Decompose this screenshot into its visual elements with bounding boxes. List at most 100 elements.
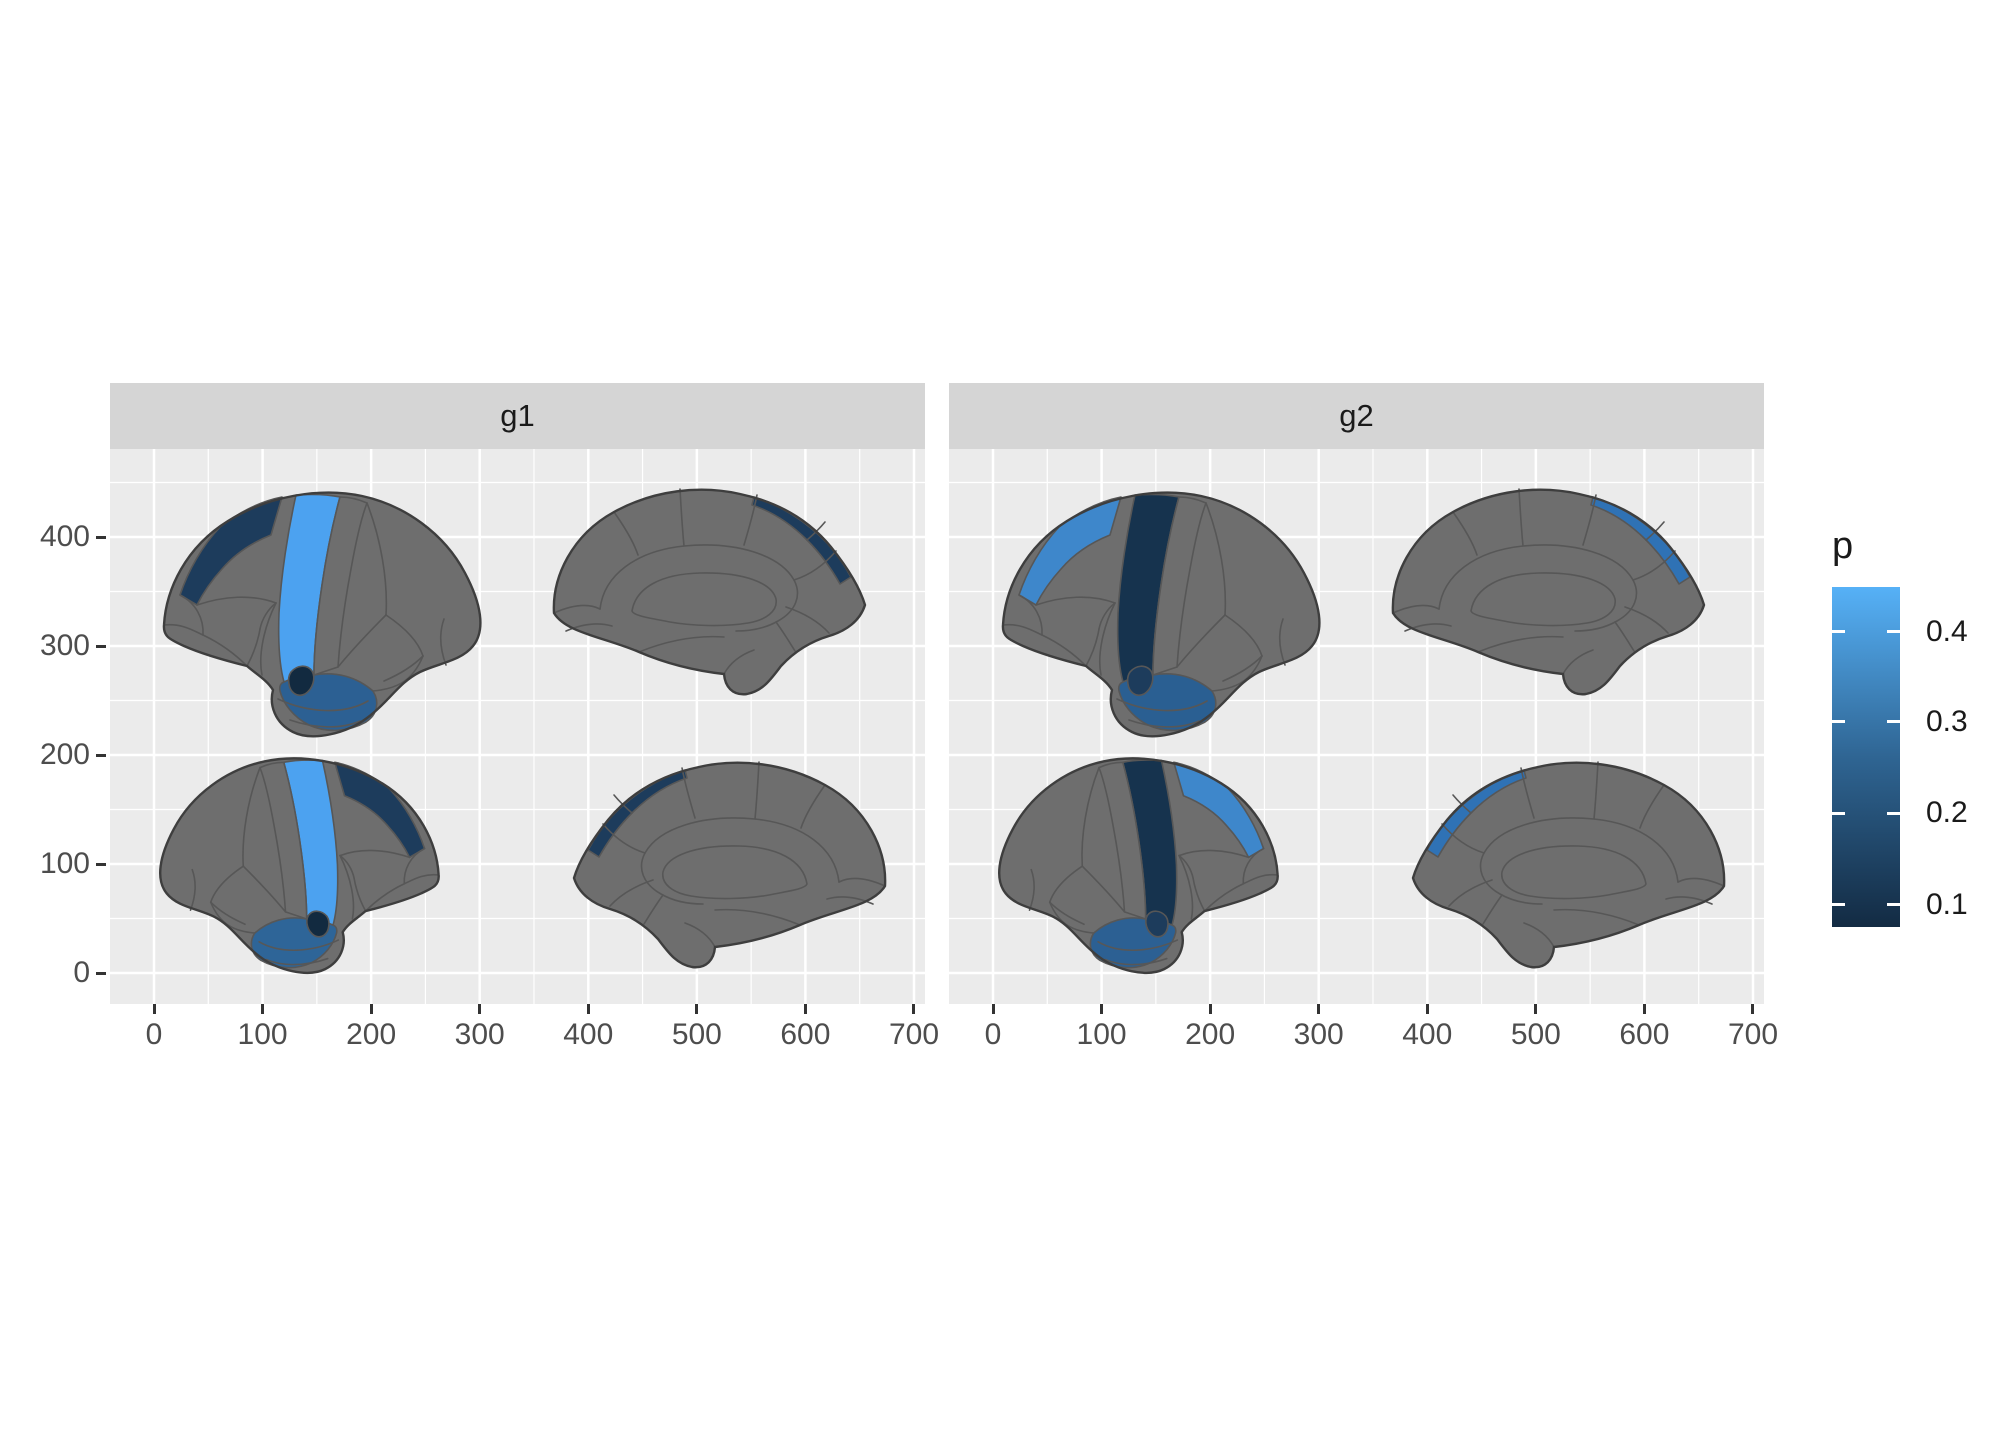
brain-sulcus-line [1082, 866, 1124, 912]
brain-right-lateral [160, 758, 439, 972]
brain-sulcus-line [1100, 603, 1115, 675]
brain-sulcus-line [794, 551, 836, 580]
brain-sulcus-line [755, 762, 759, 819]
x-tick-mark [803, 1004, 807, 1014]
brain-region-insula_spot [307, 911, 329, 937]
brain-sulcus-line [386, 615, 423, 656]
brain-sulcus-line [614, 512, 638, 555]
brain-sulcus-line [197, 597, 276, 605]
y-tick-mark [96, 971, 106, 975]
brain-region-insula_spot [1146, 911, 1168, 937]
brain-sulcus-line [384, 656, 423, 681]
x-tick-mark [152, 1004, 156, 1014]
x-tick-mark [1642, 1004, 1646, 1014]
x-tick-mark [991, 1004, 995, 1014]
brain-outline [164, 493, 480, 737]
legend-tick-mark [1832, 903, 1845, 907]
brain-sulcus-line [404, 875, 438, 884]
x-tick-mark [369, 1004, 373, 1014]
brain-sulcus-line [203, 635, 247, 666]
brain-sulcus-line [366, 884, 405, 911]
brain-left-lateral [1003, 493, 1319, 737]
x-tick-mark [478, 1004, 482, 1014]
brain-sulcus-line [1678, 879, 1724, 886]
brain-sulcus-line [827, 897, 873, 904]
brain-sulcus-line [1405, 624, 1451, 631]
brain-sulcus-line [338, 615, 386, 667]
brain-sulcus-line [190, 870, 195, 910]
x-tick-label: 0 [145, 1018, 163, 1051]
brain-region-corner_patch [180, 497, 282, 605]
legend-colorbar [1832, 587, 1900, 927]
brain-sulcus-line [1099, 603, 1115, 629]
brain-sulcus-line [1640, 785, 1664, 828]
brain-sulcus-line [1129, 720, 1199, 727]
brain-outline [999, 758, 1278, 972]
x-tick-label: 500 [1510, 1018, 1561, 1051]
brain-sulcus-line [1554, 910, 1639, 925]
x-tick-label: 300 [454, 1018, 505, 1051]
brain-sulcus-line [1179, 856, 1193, 879]
brain-sulcus-line [441, 619, 446, 665]
brain-sulcus-line [1563, 650, 1593, 674]
x-tick-mark [912, 1004, 916, 1014]
brain-left-lateral [164, 493, 480, 737]
brain-sulcus-line [1117, 699, 1207, 711]
x-tick-mark [695, 1004, 699, 1014]
legend-tick-mark [1832, 630, 1845, 634]
brain-outline [1393, 490, 1704, 695]
brain-sulcus-line [1666, 897, 1712, 904]
legend-tick-mark [1887, 720, 1900, 724]
brain-sulcus-line [1179, 850, 1249, 857]
brain-sulcus-line [266, 959, 328, 965]
brain-sulcus-line [1193, 878, 1204, 911]
brain-outline [160, 758, 439, 972]
brain-sulcus-line [600, 545, 797, 631]
brain-right-lateral [999, 758, 1278, 972]
x-tick-label: 300 [1293, 1018, 1344, 1051]
facet-strip-g1-label: g1 [500, 398, 535, 433]
y-tick-mark [96, 862, 106, 866]
facet-strip-g2-label: g2 [1339, 398, 1374, 433]
legend-tick-mark [1887, 811, 1900, 815]
brain-sulcus-line [243, 768, 260, 867]
brain-sulcus-line [776, 622, 795, 651]
brain-sulcus-line [260, 603, 276, 629]
x-tick-mark [1751, 1004, 1755, 1014]
brain-sulcus-line [164, 625, 203, 635]
y-tick-label: 300 [39, 629, 90, 662]
brain-sulcus-line [839, 879, 885, 886]
legend-tick-label: 0.3 [1926, 704, 1968, 738]
brain-sulcus-line [1050, 902, 1094, 933]
legend-tick-mark [1832, 811, 1845, 815]
x-tick-label: 700 [1727, 1018, 1779, 1051]
brain-sulcus-line [1177, 615, 1225, 667]
brain-sulcus-line [1050, 902, 1084, 924]
x-tick-label: 400 [1402, 1018, 1453, 1051]
brain-region-insula_spot [1128, 666, 1153, 695]
brain-region-insula_spot [289, 666, 314, 695]
x-tick-label: 0 [984, 1018, 1002, 1051]
brain-sulcus-line [566, 624, 612, 631]
facet-strip-g2: g2 [949, 383, 1764, 449]
brain-region-corner_patch [1019, 497, 1121, 605]
brain-sulcus-line [1625, 607, 1668, 633]
brain-sulcus-line [1594, 762, 1598, 819]
legend-tick-mark [1832, 720, 1845, 724]
y-tick-mark [96, 753, 106, 757]
brain-sulcus-line [715, 910, 800, 925]
brain-sulcus-line [1243, 849, 1263, 884]
brain-sulcus-line [211, 866, 244, 902]
brain-sulcus-line [1082, 768, 1099, 867]
brain-sulcus-line [1086, 629, 1099, 666]
brain-sulcus-line [1042, 635, 1086, 666]
brain-region-corner_patch [335, 762, 425, 857]
brain-region-corner_patch [1174, 762, 1264, 857]
legend-tick-label: 0.1 [1926, 887, 1968, 921]
brain-sulcus-line [1003, 625, 1042, 635]
brain-sulcus-line [610, 880, 653, 906]
brain-sulcus-line [1179, 856, 1192, 919]
brain-sulcus-line [1212, 656, 1262, 691]
brain-sulcus-line [243, 866, 285, 912]
legend: p 0.4 0.3 0.2 0.1 [1832, 524, 2002, 927]
